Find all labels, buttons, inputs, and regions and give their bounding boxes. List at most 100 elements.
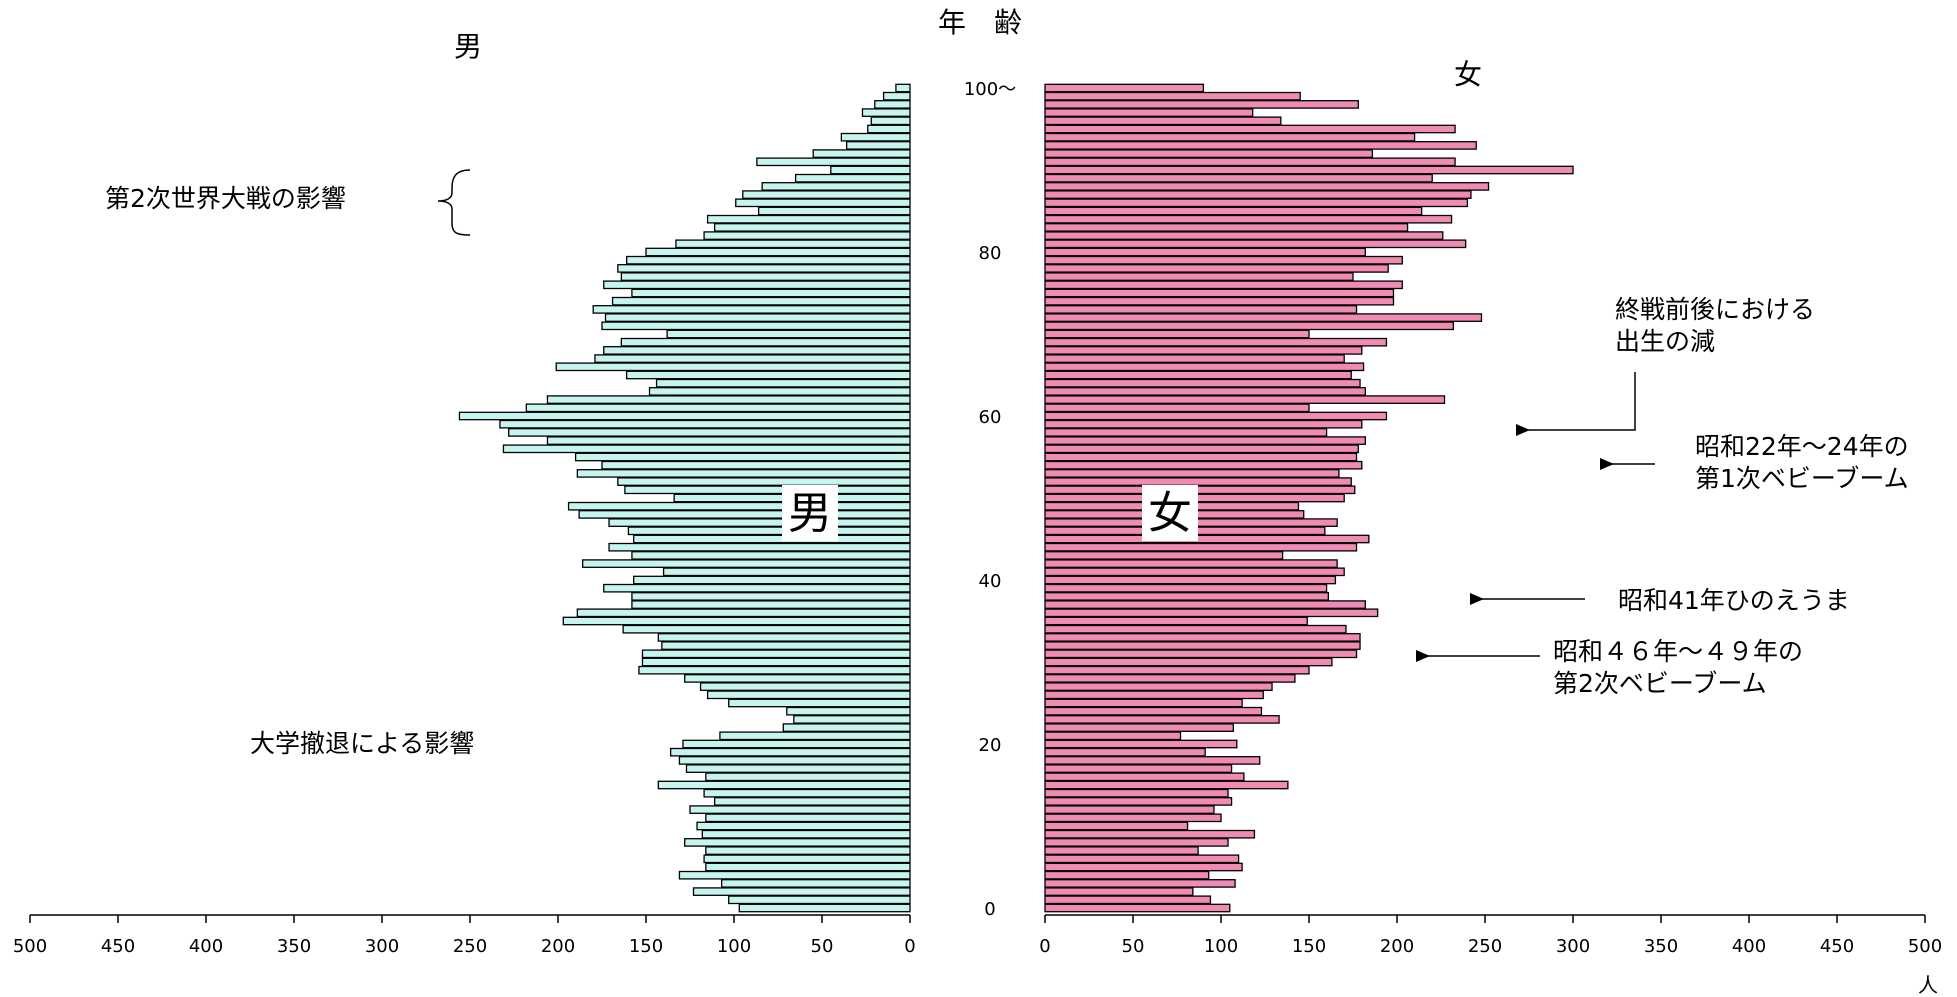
unit-label: 人	[1918, 973, 1938, 997]
annotation-boom1-line1: 昭和22年～24年の	[1695, 432, 1909, 461]
male-bar-age-100	[895, 83, 911, 93]
female-bar-age-87	[1044, 190, 1472, 199]
male-bar-age-43	[631, 551, 911, 560]
female-bar-age-70	[1044, 329, 1310, 339]
female-bar-age-83	[1044, 223, 1409, 232]
female-bar-age-80	[1044, 247, 1366, 257]
male-bar-age-74	[611, 296, 911, 306]
annotation-postwar-line1: 終戦前後における	[1615, 295, 1815, 324]
male-bar-age-85	[757, 206, 911, 216]
male-bar-age-13	[713, 797, 911, 806]
male-bar-age-64	[655, 378, 911, 388]
female-bar-age-59	[1044, 419, 1363, 429]
female-bar-age-66	[1044, 362, 1365, 372]
male-bar-age-24	[786, 706, 911, 716]
female-bar-age-13	[1044, 797, 1233, 806]
female-bar-age-22	[1044, 723, 1234, 732]
female-bar-age-97	[1044, 108, 1254, 117]
male-x-axis: 500 450 400 350 300 250 200 150 100 50 0	[13, 914, 916, 957]
female-bar-age-25	[1044, 698, 1243, 708]
male-bar-age-93	[845, 141, 911, 150]
female-bar-age-36	[1044, 608, 1379, 618]
female-bar-age-0	[1044, 903, 1231, 913]
female-bar-age-89	[1044, 173, 1433, 183]
male-bar-age-92	[812, 149, 911, 158]
male-bar-age-16	[705, 772, 911, 782]
male-bar-age-9	[701, 829, 911, 839]
female-bar-age-71	[1044, 321, 1454, 331]
male-bar-age-97	[861, 108, 911, 117]
female-bar-age-55	[1044, 452, 1358, 462]
female-bar-age-33	[1044, 633, 1361, 642]
male-bar-age-66	[555, 362, 911, 372]
male-bar-age-45	[633, 534, 911, 544]
male-bar-age-94	[840, 132, 911, 142]
male-bar-age-63	[648, 387, 911, 396]
female-bar-age-96	[1044, 116, 1282, 126]
annotation-boom2-line1: 昭和４６年～４９年の	[1553, 637, 1803, 666]
male-bar-age-15	[657, 780, 911, 790]
male-bar-age-61	[525, 403, 911, 413]
female-bar-age-15	[1044, 780, 1289, 790]
male-bar-age-47	[608, 518, 911, 527]
female-bar-age-56	[1044, 444, 1359, 454]
female-bar-age-44	[1044, 542, 1358, 552]
female-bar-age-100	[1044, 83, 1205, 93]
female-center-label: 女	[1148, 488, 1192, 539]
male-bar-age-98	[874, 100, 911, 109]
x-tick-label: 300	[365, 936, 399, 957]
age-tick-label: 60	[979, 407, 1002, 428]
male-bar-age-72	[604, 313, 911, 322]
female-bar-age-7	[1044, 846, 1199, 855]
female-bar-age-78	[1044, 264, 1389, 273]
male-bar-age-51	[624, 485, 911, 495]
age-tick-label: 40	[979, 571, 1002, 592]
x-tick-label: 400	[189, 936, 223, 957]
male-bar-age-48	[578, 510, 911, 519]
x-tick-label: 50	[811, 936, 834, 957]
male-bar-age-56	[502, 444, 911, 454]
male-bar-age-49	[567, 501, 911, 511]
female-bar-age-76	[1044, 280, 1403, 290]
female-bar-age-67	[1044, 354, 1345, 363]
male-bar-age-71	[601, 321, 911, 331]
male-bar-age-96	[870, 116, 911, 126]
female-bar-age-10	[1044, 821, 1189, 831]
male-bar-age-27	[699, 682, 911, 691]
annotation-hinoeuma: 昭和41年ひのえうま	[1618, 586, 1850, 615]
male-bar-age-6	[703, 854, 911, 864]
male-bar-age-80	[645, 247, 911, 257]
female-bar-age-51	[1044, 485, 1356, 495]
male-bar-age-7	[705, 846, 911, 855]
postwar-arrow-icon	[1516, 372, 1636, 436]
female-bar-age-29	[1044, 665, 1310, 675]
x-tick-label: 0	[904, 936, 915, 957]
age-tick-label: 20	[979, 735, 1002, 756]
x-tick-label: 250	[453, 936, 487, 957]
female-bar-age-31	[1044, 649, 1358, 659]
male-bar-age-68	[603, 346, 911, 355]
age-tick-label: 80	[979, 243, 1002, 264]
x-tick-label: 350	[1644, 936, 1678, 957]
female-bar-age-52	[1044, 477, 1352, 486]
female-bar-age-1	[1044, 895, 1212, 905]
male-bar-age-81	[675, 239, 911, 249]
x-tick-label: 200	[1380, 936, 1414, 957]
male-center-label: 男	[788, 488, 832, 539]
x-tick-label: 450	[1820, 936, 1854, 957]
male-bar-age-34	[622, 624, 911, 634]
female-x-axis: 0 50 100 150 200 250 300 350 400 450 500	[1039, 914, 1942, 957]
male-bar-age-11	[705, 813, 911, 823]
male-bar-age-3	[721, 879, 911, 888]
male-bar-age-86	[735, 198, 911, 208]
male-bar-age-55	[574, 452, 911, 462]
male-bar-age-83	[713, 223, 911, 232]
female-bar-age-90	[1044, 165, 1574, 175]
female-bar-age-69	[1044, 337, 1388, 347]
female-bar-age-30	[1044, 657, 1333, 667]
x-tick-label: 500	[1908, 936, 1942, 957]
female-bar-age-2	[1044, 887, 1194, 896]
male-bar-age-17	[685, 764, 911, 773]
female-bar-age-79	[1044, 255, 1403, 265]
female-bar-age-92	[1044, 149, 1374, 158]
